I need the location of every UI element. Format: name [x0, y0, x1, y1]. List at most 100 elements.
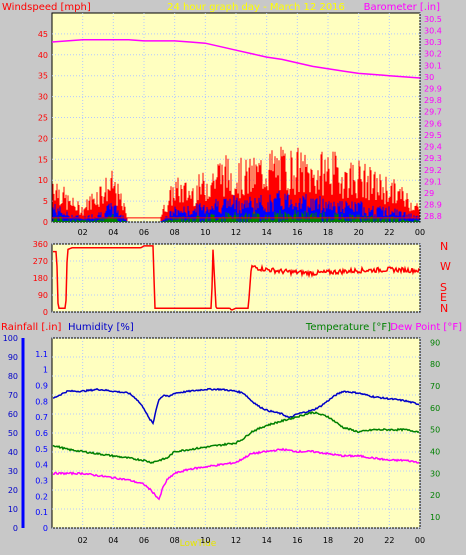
temperature-series	[52, 410, 420, 465]
windspeed-tick-label: 35	[38, 72, 48, 81]
x-tick-label: 10	[200, 228, 210, 237]
humidity-series	[52, 387, 420, 426]
barometer-series	[51, 38, 421, 79]
humidity-tick-label: 80	[8, 372, 18, 381]
barometer-tick-label: 30.1	[424, 61, 442, 70]
dewpoint-axis-title: Dew Point [°F]	[390, 322, 462, 333]
windspeed-tick-label: 45	[38, 30, 48, 39]
direction-tick-label: 0	[43, 308, 48, 317]
windspeed-tick-label: 20	[38, 134, 48, 143]
x-tick-label: 02	[78, 228, 88, 237]
barometer-tick-label: 29.1	[424, 177, 442, 186]
rainfall-tick-label: 0.8	[35, 397, 48, 406]
x-tick-label: 08	[170, 536, 180, 545]
windspeed-tick-label: 0	[43, 218, 48, 227]
direction-tick-label: 270	[33, 257, 48, 266]
temperature-tick-label: 10	[430, 513, 440, 522]
x-tick-label: 14	[262, 228, 272, 237]
barometer-tick-label: 28.8	[424, 212, 442, 221]
x-tick-label: 10	[200, 536, 210, 545]
dewpoint-series	[53, 447, 420, 501]
barometer-tick-label: 30.3	[424, 38, 442, 47]
temperature-tick-label: 70	[430, 382, 440, 391]
temperature-tick-label: 50	[430, 426, 440, 435]
x-tick-label: 18	[323, 536, 333, 545]
x-tick-label: 06	[139, 228, 149, 237]
x-tick-label: 12	[231, 536, 241, 545]
humidity-tick-label: 70	[8, 391, 18, 400]
direction-tick-label: 90	[38, 291, 48, 300]
x-tick-label: 00	[415, 228, 425, 237]
windspeed-title: Windspeed [mph]	[2, 2, 91, 13]
x-tick-label: 20	[354, 536, 364, 545]
x-tick-label: 00	[415, 536, 425, 545]
humidity-tick-label: 0	[13, 524, 18, 533]
barometer-tick-label: 29.8	[424, 96, 442, 105]
humidity-tick-label: 60	[8, 410, 18, 419]
temperature-tick-label: 20	[430, 491, 440, 500]
x-tick-label: 06	[139, 536, 149, 545]
x-tick-label: 08	[170, 228, 180, 237]
temperature-tick-label: 40	[430, 448, 440, 457]
barometer-tick-label: 29.9	[424, 84, 442, 93]
windspeed-tick-label: 30	[38, 93, 48, 102]
temperature-tick-label: 60	[430, 404, 440, 413]
temperature-tick-label: 80	[430, 360, 440, 369]
wind-direction-series	[53, 245, 420, 311]
x-tick-label: 14	[262, 536, 272, 545]
direction-label-s: S	[440, 281, 447, 294]
rainfall-tick-label: 0.4	[35, 461, 48, 470]
rainfall-tick-label: 0.1	[35, 508, 48, 517]
direction-tick-label: 360	[33, 240, 48, 249]
x-tick-label: 04	[108, 228, 118, 237]
rainfall-tick-label: 0.3	[35, 477, 48, 486]
barometer-tick-label: 30	[424, 73, 434, 82]
temperature-tick-label: 90	[430, 338, 440, 347]
barometer-tick-label: 30.2	[424, 50, 442, 59]
rainfall-axis-title: Rainfall [.in]	[1, 322, 62, 333]
direction-label-e: E	[440, 291, 447, 304]
barometer-tick-label: 29.3	[424, 154, 442, 163]
x-tick-label: 16	[292, 536, 302, 545]
windspeed-tick-label: 40	[38, 51, 48, 60]
barometer-tick-label: 29.2	[424, 166, 442, 175]
windspeed-tick-label: 15	[38, 155, 48, 164]
x-tick-label: 12	[231, 228, 241, 237]
x-tick-label: 22	[384, 536, 394, 545]
temperature-axis-title: Temperature [°F]	[305, 322, 391, 333]
windspeed-tick-label: 10	[38, 176, 48, 185]
barometer-tick-label: 30.5	[424, 15, 442, 24]
humidity-tick-label: 40	[8, 448, 18, 457]
x-tick-label: 20	[354, 228, 364, 237]
humidity-axis-title: Humidity [%]	[68, 322, 134, 333]
rainfall-tick-label: 0	[43, 524, 48, 533]
barometer-tick-label: 29.4	[424, 143, 442, 152]
direction-label-n-bottom: N	[440, 302, 448, 315]
x-tick-label: 18	[323, 228, 333, 237]
humidity-tick-label: 50	[8, 429, 18, 438]
barometer-tick-label: 30.4	[424, 26, 442, 35]
humidity-tick-label: 90	[8, 353, 18, 362]
x-tick-label: 22	[384, 228, 394, 237]
humidity-tick-label: 100	[3, 334, 18, 343]
humidity-tick-label: 10	[8, 505, 18, 514]
x-tick-label: 02	[78, 536, 88, 545]
temperature-tick-label: 30	[430, 469, 440, 478]
rainfall-tick-label: 0.7	[35, 413, 48, 422]
humidity-tick-label: 20	[8, 486, 18, 495]
rainfall-tick-label: 0.2	[35, 492, 48, 501]
rainfall-tick-label: 0.5	[35, 445, 48, 454]
windspeed-tick-label: 25	[38, 114, 48, 123]
x-tick-label: 04	[108, 536, 118, 545]
direction-tick-label: 180	[33, 274, 48, 283]
windspeed-tick-label: 5	[43, 197, 48, 206]
direction-label-n-top: N	[440, 240, 448, 253]
x-tick-label: 16	[292, 228, 302, 237]
barometer-tick-label: 29.7	[424, 108, 442, 117]
chart-title: 24 hour graph day - March 12 2016	[167, 2, 345, 13]
rainfall-tick-label: 0.9	[35, 382, 48, 391]
direction-label-w: W	[440, 260, 451, 273]
barometer-tick-label: 28.9	[424, 201, 442, 210]
